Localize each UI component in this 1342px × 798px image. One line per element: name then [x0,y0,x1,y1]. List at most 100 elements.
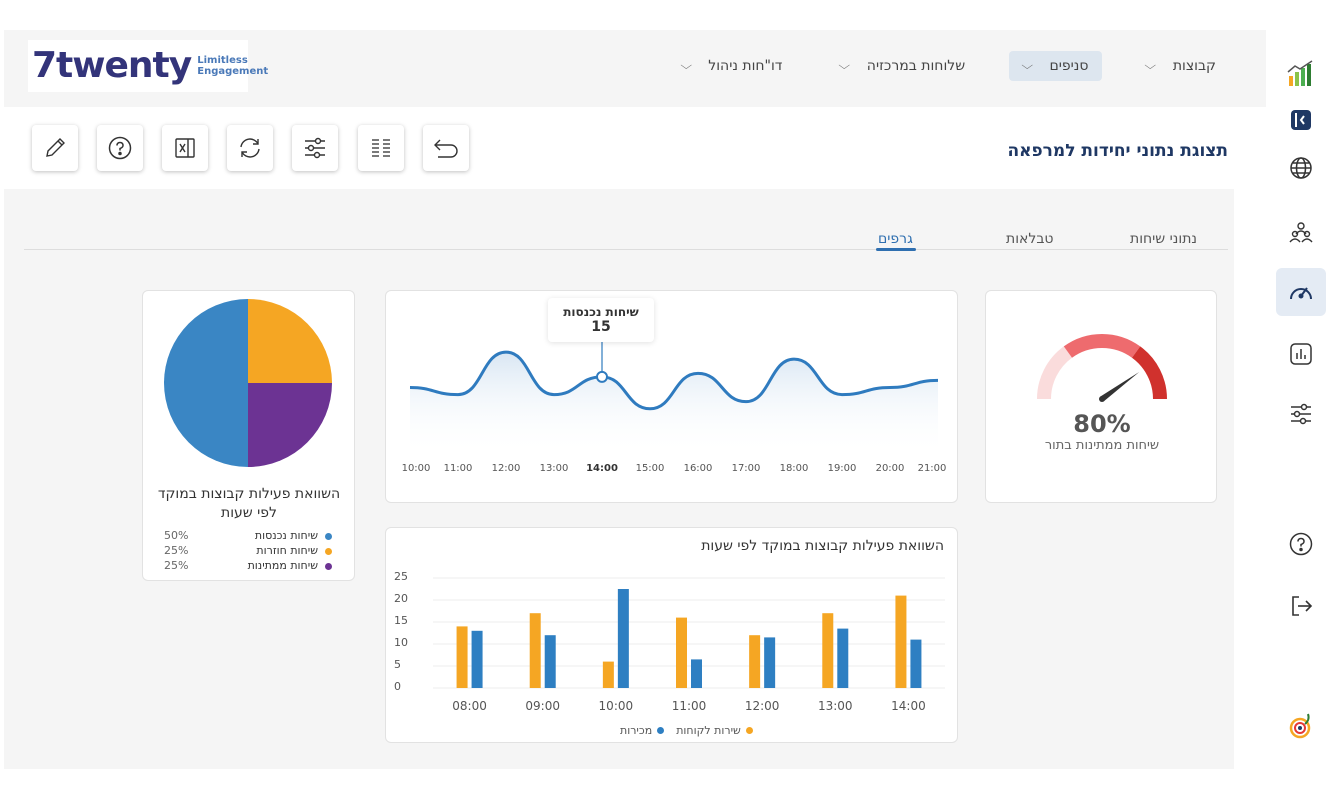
bar-sales[interactable] [910,639,922,688]
bar-sales[interactable] [471,630,483,688]
pie-legend-pct: 25% [164,559,189,572]
bar-chart-logo-icon[interactable] [1276,50,1326,98]
collapse-panel-icon[interactable] [1276,96,1326,144]
users-icon[interactable] [1276,208,1326,256]
edit-button[interactable] [32,125,78,171]
nav-item-label: סניפים [1049,58,1089,74]
legend-dot [657,727,665,734]
x-tick-label: 14:00 [891,699,926,713]
nav-item-groups[interactable]: קבוצות ⌵ [1132,51,1230,81]
brand-mark-icon [1276,702,1326,750]
speedometer-icon[interactable] [1276,268,1326,316]
back-button[interactable] [423,125,469,171]
bar-customer-service[interactable] [456,626,468,688]
gauge-segment-low [1037,346,1073,400]
gauge-chart [1037,334,1167,402]
pie-legend-label: שיחות חוזרות [256,544,318,557]
pie-slice-0[interactable] [164,299,248,467]
nav-item-reports[interactable]: דו"חות ניהול ⌵ [668,51,797,81]
x-tick-label: 12:00 [491,463,521,474]
chevron-down-icon: ⌵ [838,59,851,72]
tab-call-data[interactable]: נתוני שיחות [1130,231,1198,247]
x-tick-label: 13:00 [539,463,569,474]
y-tick-label: 20 [394,592,408,605]
bar-customer-service[interactable] [676,617,687,688]
logout-icon[interactable] [1276,582,1326,630]
sidebar-rail [1266,30,1342,768]
tab-active-indicator [876,248,916,251]
tooltip-label: שיחות נכנסות [563,305,639,319]
pie-legend-row: 25% שיחות ממתינות [164,559,334,573]
x-tick-label: 09:00 [525,699,560,713]
bar-sales[interactable] [837,628,849,688]
pie-legend-pct: 25% [164,544,189,557]
tab-charts[interactable]: גרפים [878,231,913,247]
x-tick-label: 20:00 [875,463,905,474]
x-tick-label: 11:00 [443,463,473,474]
x-tick-label: 18:00 [779,463,809,474]
x-tick-label: 10:00 [598,699,634,713]
bar-sales[interactable] [691,659,702,688]
x-tick-label: 11:00 [671,699,707,713]
nav-item-label: קבוצות [1172,58,1216,74]
gauge-needle [1100,371,1140,402]
gauge-segment-mid [1063,334,1141,358]
nav-item-branches[interactable]: סניפים ⌵ [1009,51,1103,81]
bar-customer-service[interactable] [602,661,614,688]
columns-button[interactable] [358,125,404,171]
chevron-down-icon: ⌵ [1021,59,1034,72]
help-button[interactable] [97,125,143,171]
nav-item-label: שלוחות במרכזיה [866,58,966,74]
top-bar: 7twenty Limitless Engagement קבוצות ⌵ סנ… [4,30,1266,107]
line-series-incoming [409,350,939,411]
filter-button[interactable] [292,125,338,171]
help-icon[interactable] [1276,520,1326,568]
legend-item-customer-service[interactable]: שירות לקוחות [676,724,753,737]
x-tick-label: 16:00 [683,463,713,474]
edit-icon [46,138,65,157]
gauge-value: 80% [1073,410,1131,438]
pie-slice-2[interactable] [248,383,332,467]
x-tick-label: 15:00 [635,463,665,474]
refresh-button[interactable] [227,125,273,171]
bar-sales[interactable] [764,637,776,688]
x-tick-label: 08:00 [452,699,487,713]
highlight-point[interactable] [596,370,608,383]
excel-export-button[interactable] [162,125,208,171]
bar-sales[interactable] [617,589,629,688]
filter-sliders-icon [305,137,325,159]
bar-customer-service[interactable] [822,613,834,688]
x-tick-label: 14:00 [586,463,618,474]
bar-customer-service[interactable] [529,613,541,688]
chevron-down-icon: ⌵ [1144,59,1157,72]
x-tick-label: 13:00 [817,699,853,713]
legend-dot [745,727,753,734]
brand-logo[interactable]: 7twenty Limitless Engagement [28,40,268,92]
bar-sales[interactable] [544,635,556,688]
nav-item-extensions[interactable]: שלוחות במרכזיה ⌵ [826,51,979,81]
tab-tables[interactable]: טבלאות [1006,231,1054,247]
x-tick-label: 21:00 [917,463,947,474]
bar-chart-title: השוואת פעילות קבוצות במוקד לפי שעות [701,538,944,554]
help-icon [108,136,132,160]
legend-item-sales[interactable]: מכירות [620,724,665,737]
logo-tagline-line1: Limitless [197,55,248,66]
excel-export-icon [175,138,195,158]
bar-customer-service[interactable] [895,595,907,688]
logo-tagline: Limitless Engagement [197,55,268,77]
sliders-icon[interactable] [1276,390,1326,438]
globe-icon[interactable] [1276,144,1326,192]
pie-legend-pct: 50% [164,529,189,542]
pie-legend-dot [325,533,332,540]
pie-chart-title: השוואת פעילות קבוצות במוקד לפי שעות [157,486,341,521]
pie-legend-row: 25% שיחות חוזרות [164,544,334,558]
gauge-label: שיחות ממתינות בתור [1044,438,1160,453]
pie-slice-1[interactable] [248,299,332,383]
report-chart-icon[interactable] [1276,330,1326,378]
pie-legend-dot [325,563,332,570]
bar-customer-service[interactable] [749,635,761,688]
line-chart-tooltip: שיחות נכנסות 15 [548,298,654,342]
y-tick-label: 15 [394,614,408,627]
chevron-down-icon: ⌵ [680,59,692,72]
bar-chart [433,577,945,689]
